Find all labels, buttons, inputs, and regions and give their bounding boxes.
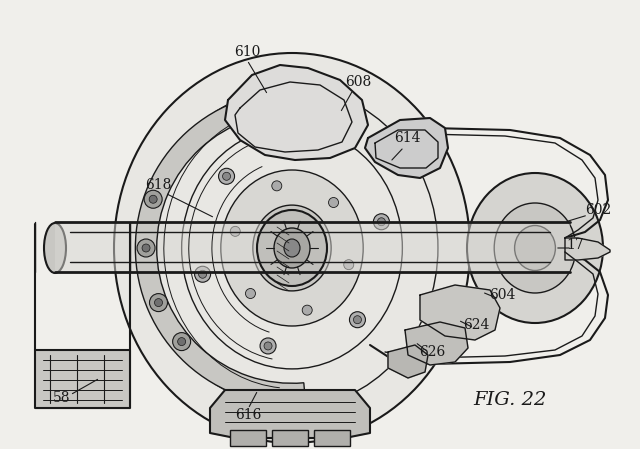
Ellipse shape [154,299,163,307]
Text: 602: 602 [585,203,611,217]
Text: 58: 58 [53,391,71,405]
Ellipse shape [264,342,272,350]
Polygon shape [405,322,468,365]
Bar [272,430,308,446]
Ellipse shape [114,53,470,443]
Polygon shape [225,65,368,160]
Ellipse shape [195,266,211,282]
Polygon shape [365,118,448,178]
Polygon shape [35,350,130,408]
Text: 618: 618 [145,178,171,192]
Polygon shape [565,238,610,260]
Ellipse shape [44,223,66,273]
Ellipse shape [353,316,362,324]
Ellipse shape [253,205,331,291]
Ellipse shape [312,146,320,154]
Ellipse shape [223,172,230,180]
Text: 614: 614 [394,131,420,145]
Ellipse shape [272,181,282,191]
Ellipse shape [144,190,162,208]
Ellipse shape [173,333,191,351]
Ellipse shape [344,260,354,270]
Text: 610: 610 [234,45,260,59]
Text: 624: 624 [463,318,489,332]
Text: 608: 608 [345,75,371,89]
Text: 604: 604 [489,288,515,302]
Ellipse shape [230,226,240,236]
Text: 626: 626 [419,345,445,359]
Ellipse shape [467,173,603,323]
Ellipse shape [149,195,157,203]
Bar [314,430,350,446]
Ellipse shape [198,270,207,278]
Text: 616: 616 [235,408,261,422]
Ellipse shape [302,305,312,315]
Ellipse shape [373,214,389,230]
Ellipse shape [178,338,186,346]
Ellipse shape [494,203,576,293]
Ellipse shape [308,142,324,158]
Ellipse shape [257,210,327,286]
Bar [55,222,570,272]
Polygon shape [210,390,370,438]
Text: FIG. 22: FIG. 22 [474,391,547,409]
Text: 17: 17 [566,238,584,252]
Ellipse shape [284,239,300,257]
Polygon shape [420,285,500,340]
Ellipse shape [260,338,276,354]
Ellipse shape [142,244,150,252]
Ellipse shape [328,198,339,207]
Polygon shape [388,345,428,378]
Ellipse shape [137,239,155,257]
Ellipse shape [271,224,314,271]
Wedge shape [136,91,306,405]
Ellipse shape [150,294,168,312]
Ellipse shape [246,289,255,299]
Ellipse shape [515,225,556,270]
Ellipse shape [221,170,364,326]
Ellipse shape [378,218,385,226]
Ellipse shape [274,228,310,268]
Bar [230,430,266,446]
Ellipse shape [349,312,365,328]
Ellipse shape [218,168,234,184]
